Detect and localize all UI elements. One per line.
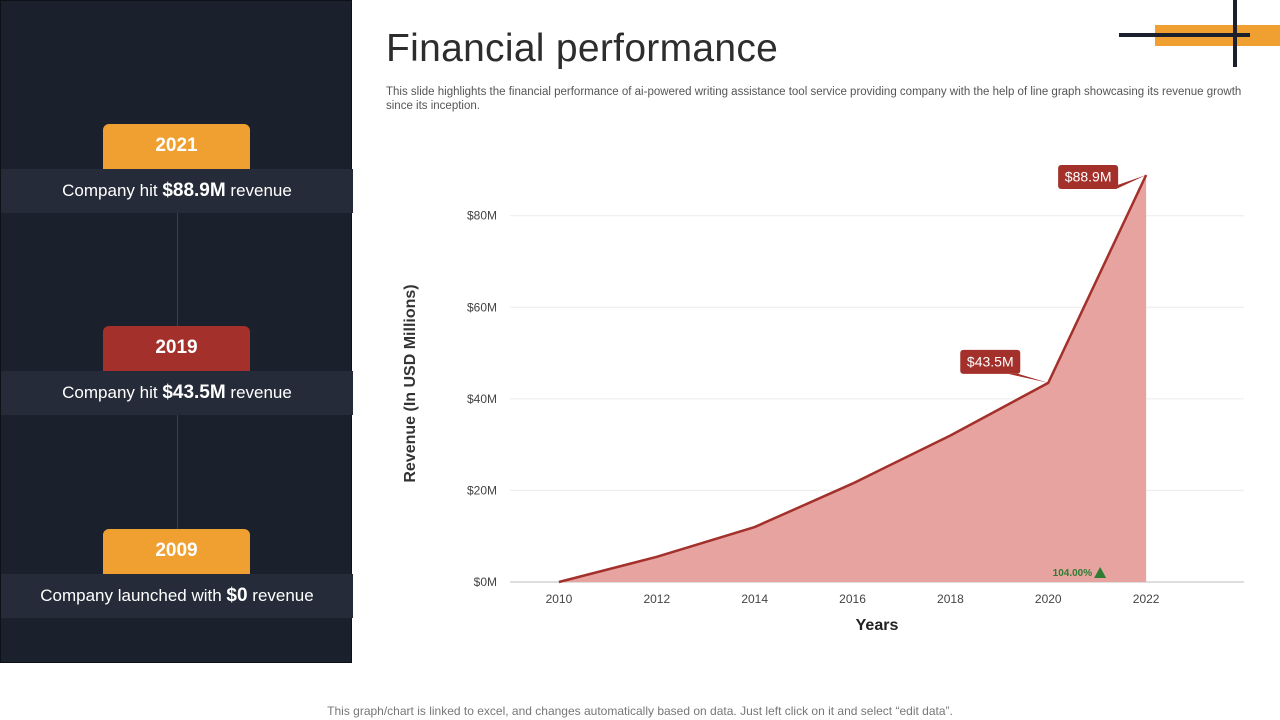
x-axis-title: Years [856, 617, 899, 634]
y-tick-label: $0M [474, 575, 497, 589]
x-tick-label: 2016 [839, 592, 866, 606]
corner-accent-vline [1233, 0, 1237, 67]
page-title: Financial performance [386, 27, 779, 70]
milestone-prefix: Company hit [62, 181, 163, 200]
year-tab-2009: 2009 [103, 529, 250, 575]
timeline-panel: 2021 Company hit $88.9M revenue 2019 Com… [0, 0, 353, 663]
y-tick-label: $80M [467, 209, 497, 223]
corner-accent-hline [1119, 33, 1250, 37]
milestone-2019: Company hit $43.5M revenue [1, 371, 353, 415]
y-axis-title: Revenue (In USD Millions) [402, 284, 419, 482]
growth-label: 104.00% [1053, 568, 1093, 579]
milestone-suffix: revenue [225, 181, 292, 200]
revenue-area-chart[interactable]: $0M $20M $40M $60M $80M 2010 2012 2014 2016 2018 2… [390, 140, 1260, 650]
milestone-prefix: Company hit [62, 383, 163, 402]
year-tab-2021: 2021 [103, 124, 250, 170]
milestone-value: $0 [226, 585, 248, 606]
y-tick-label: $60M [467, 300, 497, 314]
x-tick-label: 2012 [643, 592, 670, 606]
up-triangle-icon [1094, 567, 1107, 578]
y-tick-label: $40M [467, 392, 497, 406]
callout-box [960, 349, 1021, 374]
callout-box [1058, 165, 1119, 189]
x-tick-label: 2020 [1035, 592, 1062, 606]
callout-label: $88.9M [1065, 169, 1112, 185]
x-tick-label: 2018 [937, 592, 964, 606]
callout-label: $43.5M [967, 353, 1014, 369]
milestone-2021: Company hit $88.9M revenue [1, 169, 353, 213]
milestone-prefix: Company launched with [40, 586, 227, 605]
footer-note: This graph/chart is linked to excel, and… [327, 704, 953, 718]
milestone-suffix: revenue [225, 383, 292, 402]
y-tick-label: $20M [467, 483, 497, 497]
callout-pointer [1008, 373, 1049, 383]
page-subtitle: This slide highlights the financial perf… [386, 86, 1242, 112]
milestone-value: $88.9M [162, 180, 226, 201]
milestone-2009: Company launched with $0 revenue [1, 574, 353, 618]
year-tab-2019: 2019 [103, 326, 250, 372]
x-tick-label: 2010 [546, 592, 573, 606]
series-area [558, 175, 1147, 582]
milestone-suffix: revenue [247, 586, 314, 605]
x-tick-label: 2022 [1133, 592, 1160, 606]
milestone-value: $43.5M [162, 382, 226, 403]
x-tick-label: 2014 [741, 592, 768, 606]
